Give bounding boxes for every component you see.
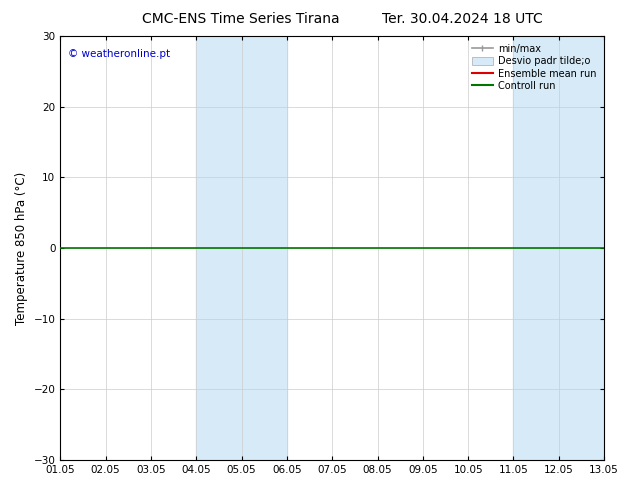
Text: © weatheronline.pt: © weatheronline.pt: [68, 49, 171, 59]
Bar: [197, 36, 287, 460]
Text: CMC-ENS Time Series Tirana: CMC-ENS Time Series Tirana: [142, 12, 340, 26]
Bar: [514, 36, 604, 460]
Legend: min/max, Desvio padr tilde;o, Ensemble mean run, Controll run: min/max, Desvio padr tilde;o, Ensemble m…: [469, 41, 599, 94]
Y-axis label: Temperature 850 hPa (°C): Temperature 850 hPa (°C): [15, 172, 28, 325]
Text: Ter. 30.04.2024 18 UTC: Ter. 30.04.2024 18 UTC: [382, 12, 543, 26]
